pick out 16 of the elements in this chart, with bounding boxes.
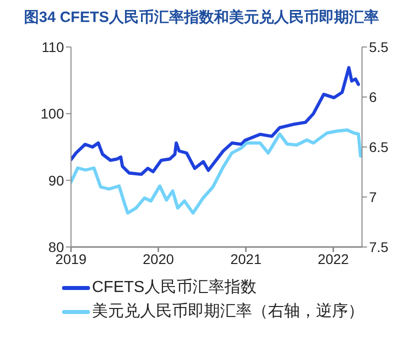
y-tick-label: 100 [40, 106, 64, 122]
x-tick-label: 2020 [142, 250, 174, 267]
x-tick-label: 2022 [318, 250, 350, 267]
x-tick-label: 2021 [230, 250, 262, 267]
line-series [71, 66, 360, 176]
legend-label: 美元兑人民币即期汇率（右轴，逆序） [92, 302, 364, 322]
y2-tick-label: 7 [369, 188, 377, 205]
y2-tick-label: 6.5 [369, 138, 389, 155]
y2-tick-label: 6 [369, 88, 377, 105]
line-series [71, 128, 362, 215]
y2-tick-label: 5.5 [369, 38, 389, 55]
y-tick-label: 110 [42, 38, 64, 55]
y-tick-label: 90 [48, 172, 64, 188]
chart-title: 图34 CFETS人民币汇率指数和美元兑人民币即期汇率 [24, 8, 380, 27]
legend-label: CFETS人民币汇率指数 [92, 278, 256, 298]
y2-tick-label: 7.5 [369, 238, 389, 255]
